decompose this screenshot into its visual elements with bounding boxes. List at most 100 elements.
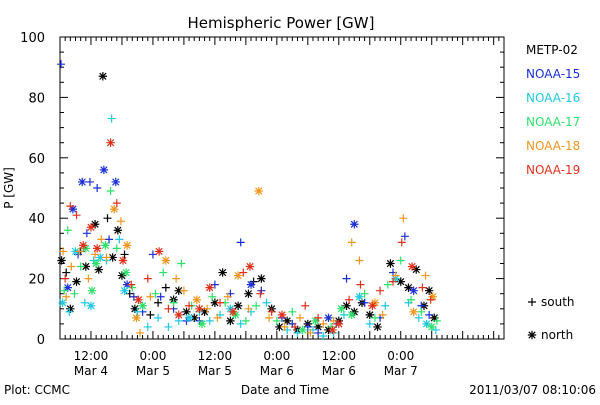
data-point xyxy=(108,253,117,262)
x-axis-label: Date and Time xyxy=(241,383,329,397)
data-point xyxy=(373,322,382,332)
data-point xyxy=(347,310,356,320)
data-point xyxy=(425,310,434,319)
data-point xyxy=(282,316,292,326)
data-point xyxy=(105,235,114,244)
data-point xyxy=(280,322,289,331)
data-point xyxy=(93,184,102,192)
y-tick-label: 0 xyxy=(37,333,45,348)
data-point xyxy=(116,217,125,226)
data-point xyxy=(360,298,369,307)
data-point xyxy=(428,292,437,301)
data-point xyxy=(319,331,328,340)
data-point xyxy=(120,250,129,259)
data-point xyxy=(277,310,287,320)
data-point xyxy=(161,256,171,265)
data-point xyxy=(223,292,232,301)
data-point xyxy=(86,301,96,310)
data-point xyxy=(239,268,248,277)
series-noaa-17 xyxy=(60,187,441,335)
y-tick-label: 40 xyxy=(28,212,45,227)
data-point xyxy=(313,322,323,332)
data-point xyxy=(233,301,243,310)
data-point xyxy=(324,313,333,323)
data-point xyxy=(298,325,307,335)
data-point xyxy=(174,310,183,320)
data-point xyxy=(70,289,79,298)
data-point xyxy=(94,265,103,274)
data-point xyxy=(79,241,88,250)
legend-entry: NOAA-18 xyxy=(526,139,580,153)
data-point xyxy=(365,310,374,320)
data-point xyxy=(350,220,359,229)
data-point xyxy=(184,313,194,323)
data-point xyxy=(383,280,392,289)
x-tick-label: 12:00 xyxy=(74,349,109,363)
data-point xyxy=(177,259,186,268)
data-point xyxy=(412,265,421,274)
data-point xyxy=(200,307,209,317)
x-tick-label: Mar 7 xyxy=(384,364,418,378)
data-point xyxy=(355,292,364,301)
data-point xyxy=(96,253,105,262)
data-point xyxy=(143,274,152,283)
legend-entry: NOAA-17 xyxy=(526,115,580,129)
data-point xyxy=(421,271,430,280)
data-point xyxy=(164,322,173,331)
series-noaa-18 xyxy=(59,186,437,337)
data-point xyxy=(356,280,365,289)
data-point xyxy=(400,232,409,241)
legend-entry: NOAA-15 xyxy=(526,67,580,81)
data-point xyxy=(146,292,155,301)
data-point xyxy=(154,313,163,322)
data-point xyxy=(365,319,374,328)
data-point xyxy=(337,304,346,313)
data-point xyxy=(71,247,80,256)
data-point xyxy=(226,316,235,326)
data-point xyxy=(301,301,310,310)
data-point xyxy=(236,238,245,247)
data-point xyxy=(61,274,70,283)
data-point xyxy=(417,307,426,316)
plot-timestamp: 2011/03/07 08:10:06 xyxy=(469,383,596,397)
data-point xyxy=(106,187,115,196)
data-point xyxy=(233,271,243,280)
data-point xyxy=(85,177,94,186)
data-point xyxy=(106,138,115,147)
data-point xyxy=(275,322,284,332)
data-point xyxy=(427,322,436,332)
x-tick-label: 12:00 xyxy=(321,349,356,363)
data-point xyxy=(60,286,69,295)
data-point xyxy=(134,295,143,304)
data-point xyxy=(111,177,120,187)
data-point xyxy=(290,322,299,331)
data-point xyxy=(133,307,142,316)
data-point xyxy=(122,280,132,289)
data-point xyxy=(368,301,377,310)
data-point xyxy=(192,295,202,304)
data-point xyxy=(82,229,91,238)
data-point xyxy=(378,310,387,319)
data-point xyxy=(112,244,121,253)
legend-entry: NOAA-16 xyxy=(526,91,580,105)
data-point xyxy=(342,274,351,283)
data-point xyxy=(59,247,68,256)
data-point xyxy=(151,289,160,298)
data-point xyxy=(81,262,91,271)
data-point xyxy=(90,220,100,229)
data-point xyxy=(241,316,250,325)
data-point xyxy=(228,307,238,317)
data-point xyxy=(62,292,71,301)
data-point xyxy=(179,286,188,295)
x-tick-label: 0:00 xyxy=(263,349,290,363)
data-point xyxy=(58,298,67,307)
data-point xyxy=(254,186,263,196)
data-point xyxy=(205,283,214,292)
data-point xyxy=(68,204,78,214)
data-point xyxy=(347,238,356,247)
series-noaa-19 xyxy=(61,138,435,335)
data-point xyxy=(418,283,427,292)
data-point xyxy=(97,235,106,244)
